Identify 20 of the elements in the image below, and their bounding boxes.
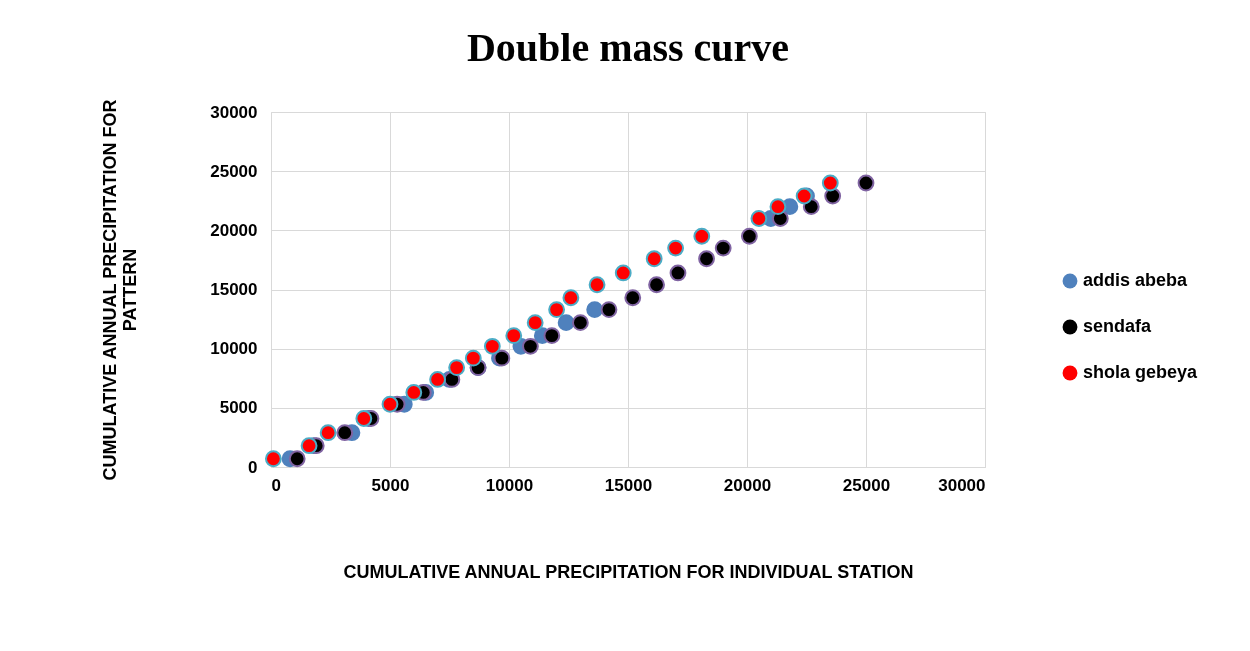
x-axis-title: CUMULATIVE ANNUAL PRECIPITATION FOR INDIVIDUAL STATION bbox=[343, 561, 914, 582]
chart-title: Double mass curve bbox=[466, 24, 790, 70]
y-tick-label: 5000 bbox=[219, 398, 258, 418]
y-tick-label: 0 bbox=[248, 457, 258, 477]
legend-label: shola gebeya bbox=[1083, 362, 1199, 382]
y-tick-label: 25000 bbox=[210, 161, 258, 181]
x-tick-label: 0 bbox=[271, 475, 281, 495]
x-tick-label: 15000 bbox=[604, 475, 653, 495]
legend-label: sendafa bbox=[1083, 316, 1153, 336]
x-tick-label: 5000 bbox=[371, 475, 410, 495]
y-tick-label: 30000 bbox=[210, 102, 258, 122]
x-tick-label: 20000 bbox=[723, 475, 772, 495]
x-tick-label: 25000 bbox=[842, 475, 891, 495]
y-axis-title: CUMULATIVE ANNUAL PRECIPITATION FOR PATTERN bbox=[100, 99, 141, 481]
y-tick-label: 15000 bbox=[210, 280, 258, 299]
legend-label: addis abeba bbox=[1083, 270, 1189, 290]
x-tick-label: 30000 bbox=[938, 475, 986, 495]
x-tick-label: 10000 bbox=[485, 475, 534, 495]
y-tick-label: 20000 bbox=[210, 220, 258, 240]
y-tick-label: 10000 bbox=[210, 339, 258, 359]
